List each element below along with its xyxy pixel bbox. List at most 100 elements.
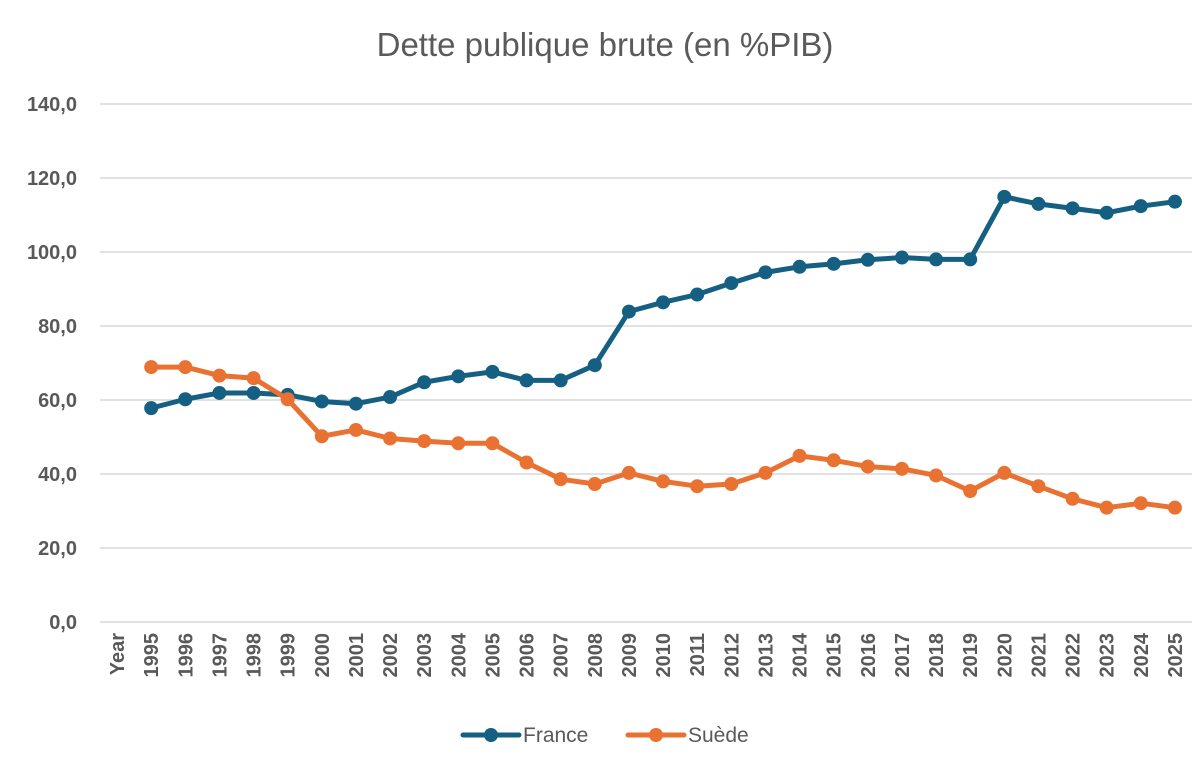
data-point [1099, 500, 1114, 515]
data-point [587, 476, 602, 491]
data-point [383, 390, 398, 405]
data-point [826, 256, 841, 271]
legend: France Suède [460, 724, 749, 747]
data-point [621, 304, 636, 319]
x-tick-label: 2012 [721, 633, 743, 678]
x-tick-label: 1999 [278, 633, 300, 678]
x-axis-tick-labels: Year 1995 1996 1997 1998 1999 2000 2001 2002 2003… [107, 632, 1187, 677]
data-point [724, 476, 739, 491]
x-tick-label: 2014 [790, 632, 812, 677]
y-tick-label: 60,0 [38, 390, 77, 412]
data-point [758, 265, 773, 280]
data-point [1167, 194, 1182, 209]
legend-label: Suède [688, 724, 749, 747]
data-point [451, 436, 466, 451]
data-point [1031, 196, 1046, 211]
series [144, 189, 1182, 515]
data-point [929, 252, 944, 267]
data-point [894, 461, 909, 476]
data-point [963, 252, 978, 267]
x-tick-label: 2024 [1131, 632, 1153, 677]
data-point [314, 429, 329, 444]
y-tick-label: 100,0 [27, 242, 77, 264]
data-point [485, 364, 500, 379]
legend-marker [649, 728, 663, 742]
data-point [656, 474, 671, 489]
y-tick-label: 80,0 [38, 316, 77, 338]
data-point [621, 465, 636, 480]
x-tick-label: 2007 [551, 633, 573, 678]
series-suède [144, 360, 1182, 515]
y-tick-label: 0,0 [49, 612, 77, 634]
data-point [178, 392, 193, 407]
data-point [997, 189, 1012, 204]
data-point [1065, 491, 1080, 506]
y-tick-label: 120,0 [27, 168, 77, 190]
data-point [383, 431, 398, 446]
data-point [144, 360, 159, 375]
data-point [417, 434, 432, 449]
data-point [246, 385, 261, 400]
data-point [519, 373, 534, 388]
data-point [860, 459, 875, 474]
x-tick-label: 2017 [892, 633, 914, 678]
data-point [348, 422, 363, 437]
data-point [1065, 201, 1080, 216]
x-tick-label: 2025 [1165, 633, 1187, 678]
data-point [553, 472, 568, 487]
data-point [553, 373, 568, 388]
data-point [997, 465, 1012, 480]
data-point [314, 394, 329, 409]
x-tick-label: 2018 [926, 633, 948, 678]
data-point [1167, 500, 1182, 515]
x-tick-label: 2005 [482, 633, 504, 678]
x-tick-label: 2023 [1097, 633, 1119, 678]
x-tick-label: 2003 [414, 633, 436, 678]
x-tick-label: 1996 [175, 633, 197, 678]
x-tick-label: 2019 [960, 633, 982, 678]
data-point [280, 392, 295, 407]
data-point [587, 358, 602, 373]
data-point [1133, 199, 1148, 214]
data-point [212, 385, 227, 400]
data-point [656, 295, 671, 310]
data-point [485, 436, 500, 451]
data-point [348, 396, 363, 411]
x-tick-label: 2009 [619, 633, 641, 678]
x-tick-label: 2015 [824, 633, 846, 678]
x-tick-label: 2000 [312, 633, 334, 678]
data-point [1099, 205, 1114, 220]
data-point [724, 276, 739, 291]
x-tick-label: 2002 [380, 633, 402, 678]
data-point [690, 287, 705, 302]
data-point [690, 479, 705, 494]
x-tick-label: 2008 [585, 633, 607, 678]
data-point [178, 360, 193, 375]
x-tick-label: 2001 [346, 633, 368, 678]
data-point [963, 484, 978, 499]
data-point [1133, 496, 1148, 511]
x-tick-label: 1995 [141, 633, 163, 678]
data-point [246, 371, 261, 386]
legend-label: France [523, 724, 588, 747]
data-point [451, 369, 466, 384]
x-tick-label: 1998 [244, 633, 266, 678]
data-point [894, 250, 909, 265]
chart-title: Dette publique brute (en %PIB) [377, 26, 834, 63]
data-point [826, 453, 841, 468]
y-tick-label: 140,0 [27, 94, 77, 116]
legend-item-suède: Suède [625, 724, 749, 747]
x-tick-label: 2006 [517, 633, 539, 678]
data-point [929, 468, 944, 483]
x-tick-label: 2013 [755, 633, 777, 678]
data-point [860, 252, 875, 267]
data-point [792, 448, 807, 463]
data-point [758, 465, 773, 480]
data-point [417, 375, 432, 390]
data-point [519, 455, 534, 470]
x-tick-label: 2004 [448, 632, 470, 677]
data-point [792, 259, 807, 274]
legend-item-france: France [460, 724, 588, 747]
x-tick-label: 2021 [1028, 633, 1050, 678]
